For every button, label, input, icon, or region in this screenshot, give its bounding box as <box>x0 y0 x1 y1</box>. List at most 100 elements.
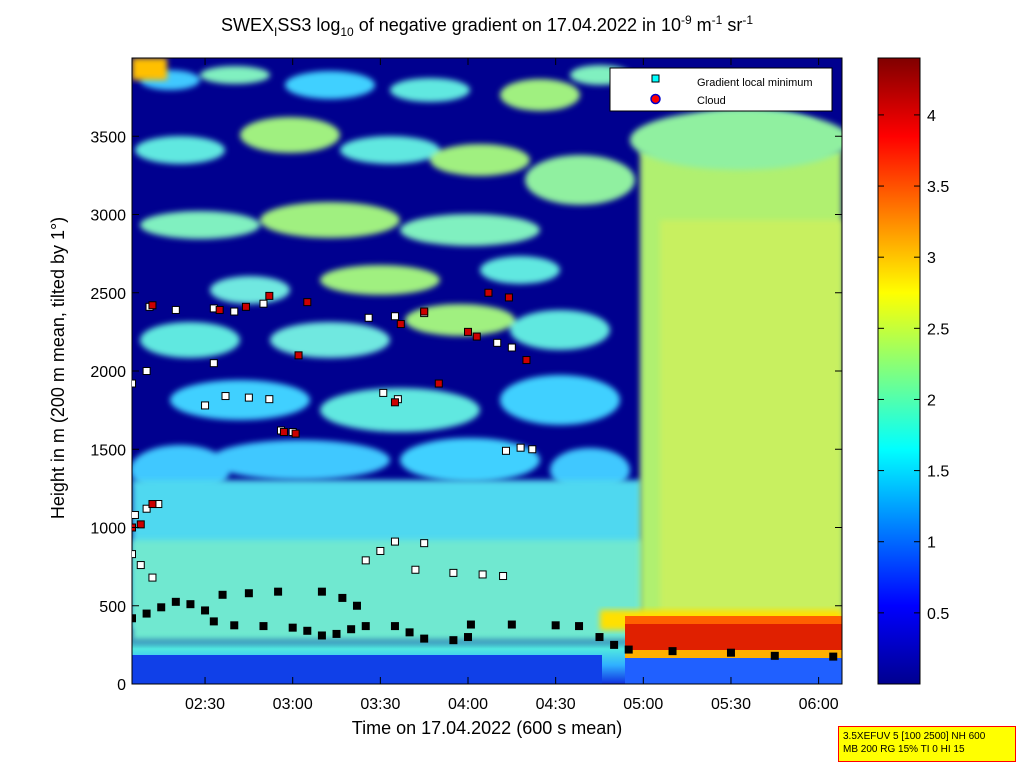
legend-label-cloud: Cloud <box>697 95 726 107</box>
cloud-point <box>148 301 157 310</box>
y-tick-label-7: 3500 <box>90 129 126 146</box>
gradient-min-point <box>132 550 136 559</box>
gradient-min-point <box>148 573 157 582</box>
gradient-min-point <box>142 367 151 375</box>
gradient-min-point <box>507 620 516 629</box>
gradient-min-point <box>317 587 326 596</box>
y-tick-label-6: 3000 <box>90 208 126 225</box>
gradient-min-point <box>288 623 297 632</box>
y-axis: 0 500 1000 1500 2000 2500 3000 3500 <box>90 129 842 694</box>
cb-tick-label-2: 1.5 <box>927 464 949 481</box>
gradient-min-point <box>221 392 230 401</box>
gradient-min-point <box>376 546 385 555</box>
info-line-2: MB 200 RG 15% TI 0 HI 15 <box>843 744 965 755</box>
cloud-point <box>504 293 513 302</box>
gradient-min-point <box>726 648 735 657</box>
cb-tick-label-5: 3 <box>927 250 936 267</box>
gradient-min-point <box>142 504 151 513</box>
info-box: 3.5XEFUV 5 [100 2500] NH 600 MB 200 RG 1… <box>838 726 1016 762</box>
cloud-point <box>265 291 274 300</box>
gradient-min-point <box>332 629 341 638</box>
gradient-min-point <box>136 561 145 570</box>
cloud-point <box>522 356 531 365</box>
gradient-min-point <box>829 652 838 661</box>
x-tick-label-1: 03:00 <box>273 696 313 713</box>
gradient-min-point <box>595 633 604 642</box>
gradient-min-point <box>209 359 218 368</box>
cloud-point <box>434 379 443 388</box>
cloud-point <box>148 500 157 509</box>
cb-tick-label-6: 3.5 <box>927 179 949 196</box>
gradient-min-point <box>244 589 253 598</box>
cloud-point <box>241 302 250 311</box>
y-tick-label-0: 0 <box>117 677 126 694</box>
gradient-min-point <box>499 572 508 581</box>
x-tick-label-2: 03:30 <box>360 696 400 713</box>
gradient-min-point <box>390 537 399 546</box>
legend: Gradient local minimum Cloud <box>609 67 833 112</box>
y-tick-label-4: 2000 <box>90 364 126 381</box>
gradient-min-point <box>218 590 227 599</box>
gradient-min-point <box>610 640 619 649</box>
cloud-point <box>303 298 312 307</box>
gradient-min-point <box>201 606 210 615</box>
gradient-min-point <box>347 625 356 634</box>
legend-marker-cloud <box>650 93 661 105</box>
cb-tick-label-4: 2.5 <box>927 321 949 338</box>
gradient-min-point <box>317 631 326 640</box>
cloud-point <box>484 288 493 297</box>
gradient-min-point <box>478 570 487 579</box>
colorbar <box>877 57 921 685</box>
info-line-1: 3.5XEFUV 5 [100 2500] NH 600 <box>843 731 986 742</box>
gradient-min-point <box>338 593 347 602</box>
cloud-point <box>472 332 481 341</box>
cloud-point <box>294 351 303 360</box>
gradient-min-point <box>361 622 370 631</box>
gradient-min-point <box>390 622 399 631</box>
gradient-min-point <box>265 395 274 404</box>
y-tick-label-2: 1000 <box>90 521 126 538</box>
gradient-min-point <box>405 628 414 637</box>
gradient-min-point <box>528 445 537 454</box>
x-axis: 02:30 03:00 03:30 04:00 04:30 05:00 05:30 06:00 <box>185 58 839 713</box>
gradient-min-point <box>259 299 268 308</box>
gradient-min-point <box>171 597 180 606</box>
x-tick-label-7: 06:00 <box>799 696 839 713</box>
gradient-min-point <box>157 603 166 612</box>
gradient-min-point <box>142 609 151 618</box>
cb-tick-label-3: 2 <box>927 392 936 409</box>
x-tick-label-3: 04:00 <box>448 696 488 713</box>
gradient-min-point <box>361 556 370 565</box>
gradient-min-point <box>420 539 429 548</box>
gradient-min-point <box>303 626 312 635</box>
x-tick-label-0: 02:30 <box>185 696 225 713</box>
gradient-min-point <box>516 443 525 452</box>
cloud-point <box>390 398 399 407</box>
cloud-point <box>291 429 300 438</box>
gradient-min-point <box>230 621 239 630</box>
cloud-point <box>464 327 473 336</box>
colorbar-ticks: 0.5 1 1.5 2 2.5 3 3.5 4 <box>878 108 949 623</box>
gradient-min-point <box>132 510 139 519</box>
gradient-min-point <box>466 620 475 629</box>
x-tick-label-4: 04:30 <box>536 696 576 713</box>
gradient-min-point <box>379 388 388 397</box>
cb-tick-label-7: 4 <box>927 108 936 125</box>
gradient-min-point <box>201 401 210 410</box>
data-markers <box>132 288 838 661</box>
gradient-min-point <box>507 343 516 352</box>
gradient-min-point <box>209 617 218 626</box>
gradient-min-point <box>230 307 239 316</box>
x-tick-label-6: 05:30 <box>711 696 751 713</box>
gradient-min-point <box>259 622 268 631</box>
legend-marker-gradient <box>651 74 660 83</box>
cloud-point <box>420 307 429 316</box>
gradient-min-point <box>132 379 136 388</box>
gradient-min-point <box>411 565 420 574</box>
cb-tick-label-0: 0.5 <box>927 606 949 623</box>
cloud-point <box>396 320 405 329</box>
gradient-min-point <box>551 621 560 630</box>
gradient-min-point <box>493 338 502 347</box>
gradient-min-point <box>364 313 373 322</box>
y-tick-label-3: 1500 <box>90 442 126 459</box>
